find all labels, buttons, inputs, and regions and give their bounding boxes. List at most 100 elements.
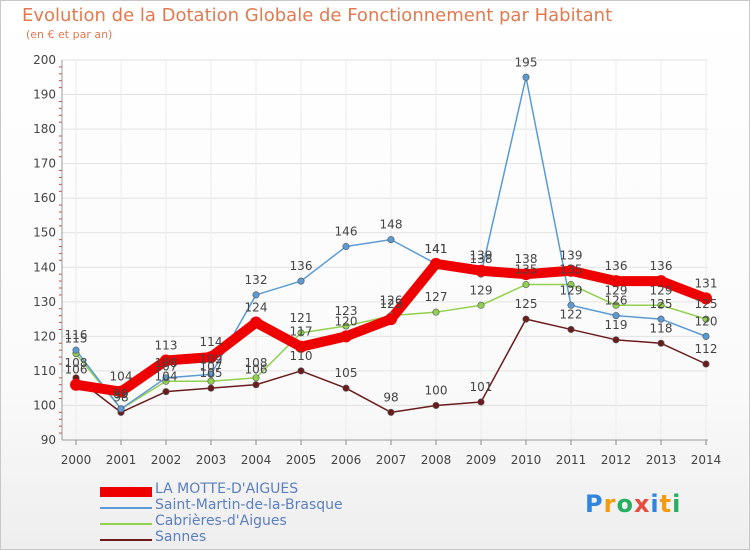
data-label-2-2004: 108 <box>245 356 268 370</box>
data-point-0-2014 <box>700 292 712 305</box>
x-tick-label-2005: 2005 <box>286 453 317 467</box>
legend-item-la-motte[interactable]: LA MOTTE-D'AIGUES <box>100 481 420 499</box>
x-tick-label-2008: 2008 <box>421 453 452 467</box>
data-point-2-2006 <box>342 322 350 330</box>
data-label-1-2006: 146 <box>335 225 358 239</box>
data-label-3-2006: 105 <box>335 366 358 380</box>
data-label-1-2005: 136 <box>290 259 313 273</box>
data-point-3-2002 <box>162 388 170 396</box>
data-label-2-2008: 127 <box>425 290 448 304</box>
legend-item-saint-martin[interactable]: Saint-Martin-de-la-Brasque <box>100 497 420 515</box>
data-point-0-2004 <box>250 316 262 329</box>
data-point-3-2005 <box>297 367 305 375</box>
data-point-0-2001 <box>115 385 127 398</box>
x-tick-label-2004: 2004 <box>241 453 272 467</box>
data-label-0-2008: 141 <box>425 242 448 256</box>
logo-letter: x <box>633 490 651 518</box>
data-point-0-2003 <box>205 351 217 364</box>
data-point-0-2005 <box>295 340 307 353</box>
data-point-3-2003 <box>207 384 215 392</box>
data-label-0-2004: 124 <box>245 301 268 315</box>
legend-item-cabrieres[interactable]: Cabrières-d'Aigues <box>100 513 420 531</box>
logo-letter: i <box>650 490 660 518</box>
data-label-0-2013: 136 <box>650 259 673 273</box>
data-point-2-2005 <box>297 329 305 337</box>
data-point-1-2004 <box>252 291 260 299</box>
data-point-3-2007 <box>387 408 395 416</box>
data-label-1-2003: 109 <box>200 352 223 366</box>
data-label-1-2001: 99 <box>113 387 128 401</box>
data-point-1-2012 <box>612 312 620 320</box>
x-tick-label-2002: 2002 <box>151 453 182 467</box>
data-label-0-2011: 139 <box>560 249 583 263</box>
data-point-3-2008 <box>432 401 440 409</box>
data-label-2-2014: 125 <box>695 297 718 311</box>
data-point-0-2010 <box>520 268 532 281</box>
data-label-3-2010: 125 <box>515 297 538 311</box>
data-point-3-2010 <box>522 315 530 323</box>
data-point-1-2013 <box>657 315 665 323</box>
data-label-1-2002: 108 <box>155 356 178 370</box>
data-point-0-2013 <box>655 275 667 288</box>
data-label-2-2010: 135 <box>515 263 538 277</box>
data-label-0-2000: 106 <box>65 363 88 377</box>
logo-letter: r <box>603 490 617 518</box>
x-tick-label-2006: 2006 <box>331 453 362 467</box>
data-point-0-2006 <box>340 330 352 343</box>
data-point-0-2009 <box>475 264 487 277</box>
data-point-3-2012 <box>612 336 620 344</box>
data-point-2-2010 <box>522 281 530 289</box>
data-label-1-2010: 195 <box>515 55 538 69</box>
data-point-2-2013 <box>657 301 665 309</box>
data-label-2-2005: 121 <box>290 311 313 325</box>
data-point-0-2012 <box>610 275 622 288</box>
logo-letter: o <box>616 490 634 518</box>
data-point-1-2003 <box>207 370 215 378</box>
data-label-3-2003: 105 <box>200 366 223 380</box>
data-point-0-2000 <box>70 378 82 391</box>
data-label-0-2010: 138 <box>515 252 538 266</box>
x-tick-label-2014: 2014 <box>691 453 722 467</box>
data-point-2-2004 <box>252 374 260 382</box>
data-label-2-2003: 107 <box>200 359 223 373</box>
data-label-1-2013: 125 <box>650 297 673 311</box>
data-label-3-2001: 98 <box>113 390 128 404</box>
legend-label-saint-martin: Saint-Martin-de-la-Brasque <box>155 497 343 513</box>
data-label-1-2008: 141 <box>425 242 448 256</box>
logo-letter: t <box>659 490 673 518</box>
data-label-2-2012: 129 <box>605 283 628 297</box>
data-point-1-2007 <box>387 236 395 244</box>
logo-letter: i <box>672 490 682 518</box>
legend-swatch-la-motte <box>100 487 152 497</box>
legend-item-sannes[interactable]: Sannes <box>100 529 420 547</box>
data-label-2-2007: 126 <box>380 294 403 308</box>
data-label-3-2014: 112 <box>695 342 718 356</box>
y-tick-label-110: 110 <box>33 364 56 378</box>
data-label-0-2001: 104 <box>110 370 133 384</box>
data-point-1-2001 <box>117 405 125 413</box>
data-label-0-2003: 114 <box>200 335 223 349</box>
data-label-0-2009: 139 <box>470 249 493 263</box>
x-tick-label-2011: 2011 <box>556 453 587 467</box>
proxiti-logo[interactable]: Proxiti <box>585 490 681 518</box>
y-tick-label-200: 200 <box>33 53 56 67</box>
data-label-3-2000: 108 <box>65 356 88 370</box>
x-tick-label-2010: 2010 <box>511 453 542 467</box>
data-label-3-2005: 110 <box>290 349 313 363</box>
y-tick-label-150: 150 <box>33 226 56 240</box>
chart-subtitle: (en € et par an) <box>26 28 113 41</box>
x-tick-label-2012: 2012 <box>601 453 632 467</box>
data-point-1-2006 <box>342 243 350 251</box>
x-tick-label-2013: 2013 <box>646 453 677 467</box>
data-label-2-2011: 135 <box>560 263 583 277</box>
data-point-0-2002 <box>160 354 172 367</box>
data-point-2-2012 <box>612 301 620 309</box>
data-label-3-2009: 101 <box>470 380 493 394</box>
y-tick-label-100: 100 <box>33 398 56 412</box>
data-label-3-2008: 100 <box>425 383 448 397</box>
logo-letter: P <box>585 490 604 518</box>
data-label-2-2002: 107 <box>155 359 178 373</box>
data-point-2-2009 <box>477 301 485 309</box>
data-point-0-2011 <box>565 264 577 277</box>
